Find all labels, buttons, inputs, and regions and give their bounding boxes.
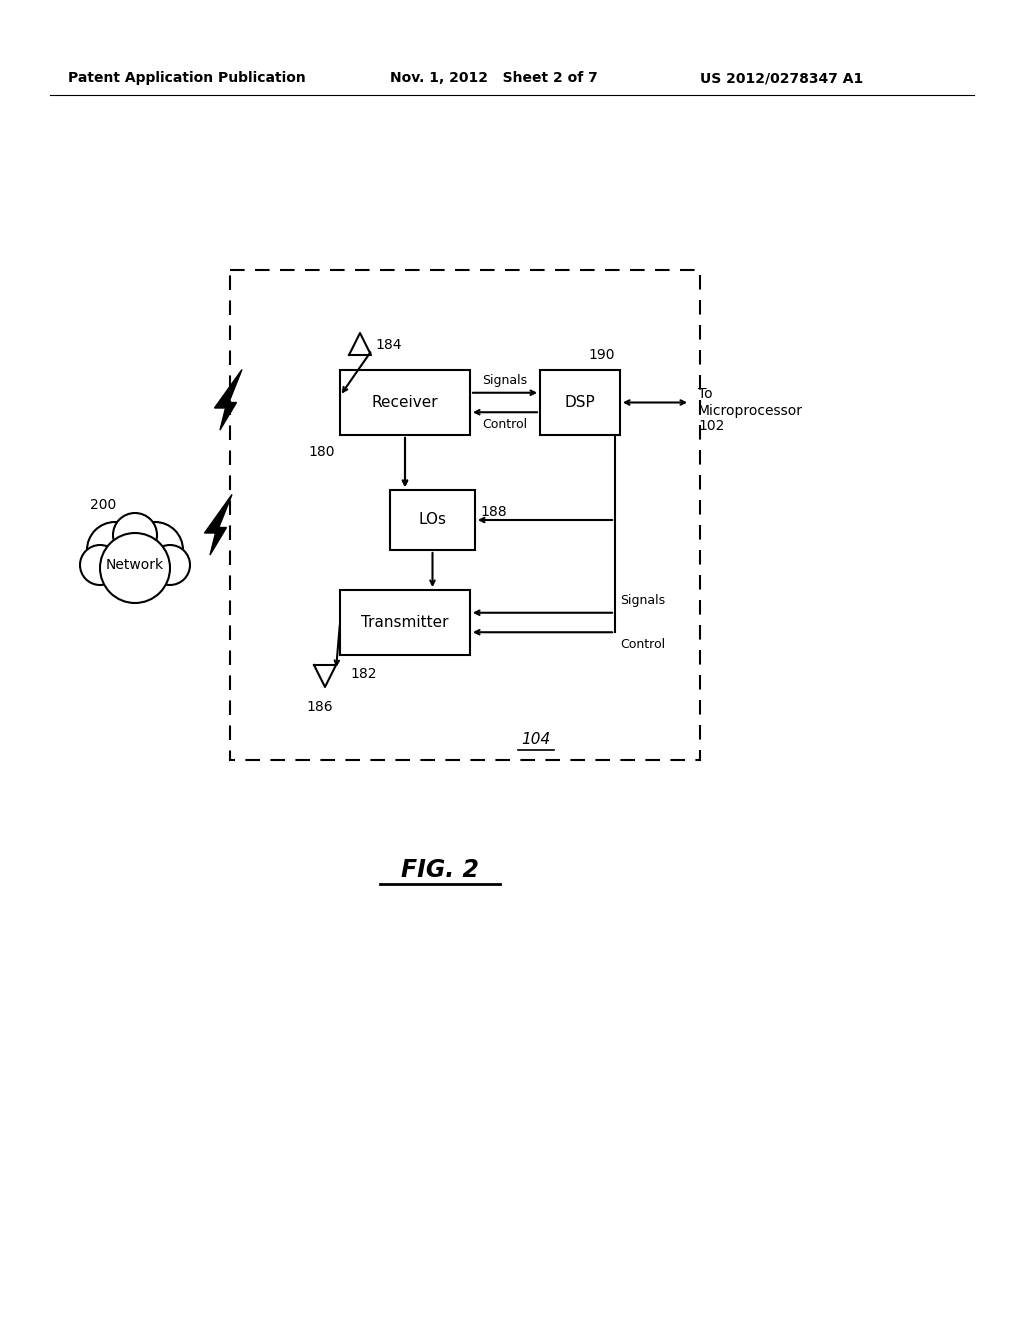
Bar [230, 271, 700, 760]
Text: US 2012/0278347 A1: US 2012/0278347 A1 [700, 71, 863, 84]
Text: Patent Application Publication: Patent Application Publication [68, 71, 306, 84]
Circle shape [87, 521, 143, 578]
Ellipse shape [77, 517, 193, 602]
Text: 188: 188 [480, 506, 507, 519]
Text: 104: 104 [521, 733, 550, 747]
Text: LOs: LOs [419, 512, 446, 528]
Text: 180: 180 [308, 445, 335, 459]
Text: Receiver: Receiver [372, 395, 438, 411]
Text: 184: 184 [375, 338, 401, 352]
Polygon shape [205, 495, 232, 554]
Text: 190: 190 [589, 348, 615, 362]
Circle shape [80, 545, 120, 585]
Text: Microprocessor: Microprocessor [698, 404, 803, 417]
Bar [540, 370, 620, 436]
Text: Signals: Signals [620, 594, 666, 607]
Text: DSP: DSP [564, 395, 595, 411]
Text: To: To [698, 388, 713, 401]
Text: 186: 186 [306, 700, 334, 714]
Bar [340, 370, 470, 436]
Text: 182: 182 [350, 667, 377, 681]
Text: Control: Control [620, 639, 666, 651]
Circle shape [113, 513, 157, 557]
Circle shape [150, 545, 190, 585]
Polygon shape [214, 370, 242, 430]
Circle shape [127, 521, 183, 578]
Bar [390, 490, 475, 550]
Text: 102: 102 [698, 420, 724, 433]
Text: Nov. 1, 2012   Sheet 2 of 7: Nov. 1, 2012 Sheet 2 of 7 [390, 71, 598, 84]
Text: 200: 200 [90, 498, 117, 512]
Text: Signals: Signals [482, 374, 527, 387]
Text: FIG. 2: FIG. 2 [401, 858, 479, 882]
Bar [340, 590, 470, 655]
Text: Control: Control [482, 418, 527, 432]
Circle shape [100, 533, 170, 603]
Text: Transmitter: Transmitter [361, 615, 449, 630]
Text: Network: Network [105, 558, 164, 572]
